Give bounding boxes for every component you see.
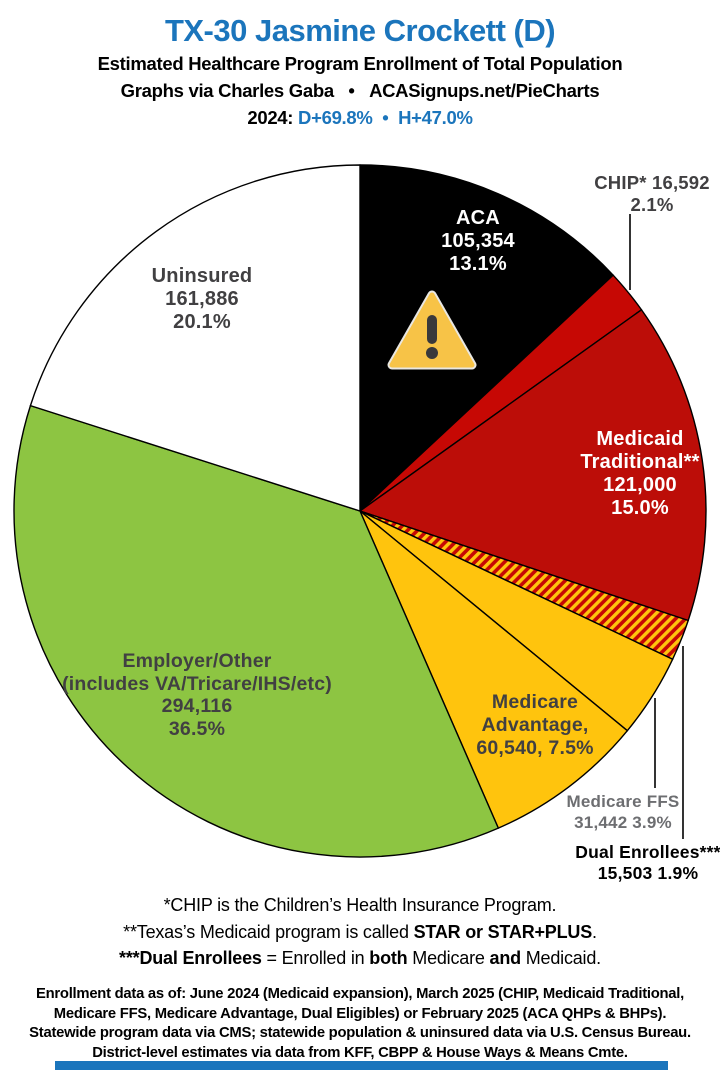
uninsured-count: 161,886	[165, 288, 239, 310]
source-line-4: District-level estimates via data from K…	[92, 1044, 628, 1061]
uninsured-pct: 20.1%	[173, 311, 231, 333]
employer-count: 294,116	[161, 695, 233, 717]
uninsured-slice-label: Uninsured 161,886 20.1%	[152, 265, 253, 334]
uninsured-name: Uninsured	[151, 265, 253, 287]
harris-lean-value: H+47.0%	[398, 107, 473, 128]
chip-pct: 2.1%	[630, 194, 674, 215]
year-label: 2024:	[247, 107, 294, 128]
medicaid-name-2: Traditional**	[580, 451, 700, 473]
pie-slice-uninsured	[29, 164, 361, 512]
medicare-advantage-slice-label: Medicare Advantage, 60,540, 7.5%	[476, 691, 593, 760]
chip-name-count: CHIP* 16,592	[594, 172, 710, 193]
aca-count: 105,354	[441, 230, 515, 252]
dual-count-pct: 15,503 1.9%	[597, 863, 699, 883]
medicaid-count: 121,000	[603, 474, 677, 496]
medicaid-traditional-slice-label: Medicaid Traditional** 121,000 15.0%	[580, 428, 699, 520]
bottom-accent-bar	[55, 1061, 668, 1070]
ffs-name: Medicare FFS	[566, 792, 680, 811]
advantage-name-1: Medicare	[491, 691, 579, 713]
warning-triangle-icon	[386, 287, 478, 377]
pie-slice-medicare-advantage	[359, 510, 629, 829]
footnotes: *CHIP is the Children’s Health Insurance…	[0, 892, 720, 972]
pie-slice-medicaid-traditional	[359, 309, 707, 622]
credit-author: Graphs via Charles Gaba	[120, 80, 334, 101]
ffs-count-pct: 31,442 3.9%	[574, 812, 672, 832]
source-line-3: Statewide program data via CMS; statewid…	[29, 1025, 691, 1041]
credit-site: ACASignups.net/PieCharts	[369, 80, 600, 101]
chip-slice-label: CHIP* 16,592 2.1%	[594, 172, 710, 216]
advantage-count-pct: 60,540, 7.5%	[476, 737, 594, 759]
pie-chart	[13, 164, 707, 858]
source-line-1: Enrollment data as of: June 2024 (Medica…	[35, 986, 685, 1002]
advantage-name-2: Advantage,	[481, 714, 589, 736]
aca-name: ACA	[456, 207, 500, 229]
employer-name: Employer/Other	[122, 650, 272, 672]
footnote-chip: *CHIP is the Children’s Health Insurance…	[163, 895, 557, 915]
source-notes: Enrollment data as of: June 2024 (Medica…	[0, 985, 720, 1063]
credit-line: Graphs via Charles Gaba • ACASignups.net…	[0, 77, 720, 104]
medicaid-name-1: Medicaid	[596, 428, 684, 450]
footnote-dual: ***Dual Enrollees = Enrolled in both Med…	[119, 948, 601, 968]
dual-enrollees-slice-label: Dual Enrollees*** 15,503 1.9%	[575, 842, 720, 884]
employer-pct: 36.5%	[168, 717, 226, 740]
partisan-lean-line: 2024: D+69.8% • H+47.0%	[0, 104, 720, 131]
dem-lean-value: D+69.8%	[298, 107, 373, 128]
page-title: TX-30 Jasmine Crockett (D)	[164, 13, 556, 48]
employer-other-slice-label: Employer/Other (includes VA/Tricare/IHS/…	[62, 650, 332, 740]
medicare-ffs-slice-label: Medicare FFS 31,442 3.9%	[567, 792, 680, 833]
credit-bullet: •	[348, 80, 355, 101]
subtitle: Estimated Healthcare Program Enrollment …	[97, 53, 623, 74]
aca-slice-label: ACA 105,354 13.1%	[441, 207, 515, 276]
dual-name: Dual Enrollees***	[575, 842, 720, 862]
aca-pct: 13.1%	[449, 253, 507, 275]
pie-slice-aca	[359, 164, 614, 512]
header: TX-30 Jasmine Crockett (D) Estimated Hea…	[0, 12, 720, 131]
source-line-2: Medicare FFS, Medicare Advantage, Dual E…	[53, 1005, 667, 1022]
employer-includes: (includes VA/Tricare/IHS/etc)	[62, 672, 332, 695]
medicaid-pct: 15.0%	[611, 497, 669, 519]
pie-slice-employer-other	[13, 404, 500, 858]
footnote-medicaid: **Texas’s Medicaid program is called STA…	[123, 921, 597, 942]
lean-bullet: •	[382, 107, 389, 128]
